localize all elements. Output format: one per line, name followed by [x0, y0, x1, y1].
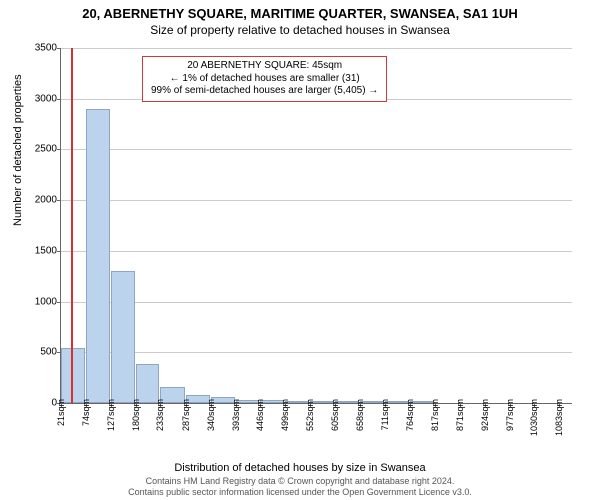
grid-line [61, 200, 572, 201]
xtick-label: 340sqm [206, 399, 216, 431]
xtick-label: 658sqm [355, 399, 365, 431]
legend-box: 20 ABERNETHY SQUARE: 45sqm ← 1% of detac… [142, 56, 387, 102]
xtick-label: 499sqm [280, 399, 290, 431]
x-axis-label: Distribution of detached houses by size … [0, 462, 600, 474]
ytick-label: 1000 [21, 296, 57, 307]
legend-line-1: 20 ABERNETHY SQUARE: 45sqm [151, 60, 378, 73]
ytick-label: 0 [21, 398, 57, 409]
histogram-bar [86, 109, 110, 403]
ytick-label: 1500 [21, 245, 57, 256]
xtick-label: 977sqm [505, 399, 515, 431]
xtick-label: 605sqm [330, 399, 340, 431]
ytick-label: 500 [21, 347, 57, 358]
xtick-label: 287sqm [181, 399, 191, 431]
ytick-mark [57, 48, 61, 49]
xtick-label: 711sqm [380, 399, 390, 430]
ytick-mark [57, 302, 61, 303]
ytick-label: 3500 [21, 43, 57, 54]
grid-line [61, 352, 572, 353]
xtick-label: 764sqm [405, 399, 415, 431]
xtick-label: 871sqm [455, 399, 465, 431]
grid-line [61, 302, 572, 303]
grid-line [61, 251, 572, 252]
ytick-mark [57, 99, 61, 100]
footer-line-1: Contains HM Land Registry data © Crown c… [0, 476, 600, 487]
histogram-bar [136, 364, 160, 403]
ytick-mark [57, 251, 61, 252]
grid-line [61, 48, 572, 49]
xtick-label: 1083sqm [554, 399, 564, 436]
page-title: 20, ABERNETHY SQUARE, MARITIME QUARTER, … [0, 6, 600, 21]
xtick-label: 446sqm [255, 399, 265, 431]
ytick-label: 3000 [21, 93, 57, 104]
grid-line [61, 149, 572, 150]
histogram-bar [111, 271, 135, 403]
footer: Contains HM Land Registry data © Crown c… [0, 476, 600, 499]
xtick-label: 393sqm [231, 399, 241, 431]
xtick-label: 180sqm [131, 399, 141, 431]
ytick-label: 2000 [21, 195, 57, 206]
xtick-label: 74sqm [81, 399, 91, 426]
marker-line [71, 48, 73, 403]
legend-line-2: ← 1% of detached houses are smaller (31) [151, 73, 378, 86]
xtick-label: 233sqm [155, 399, 165, 431]
legend-line-3: 99% of semi-detached houses are larger (… [151, 85, 378, 98]
footer-line-2: Contains public sector information licen… [0, 487, 600, 498]
xtick-label: 924sqm [480, 399, 490, 431]
xtick-label: 817sqm [430, 399, 440, 431]
xtick-label: 552sqm [305, 399, 315, 431]
ytick-label: 2500 [21, 144, 57, 155]
xtick-label: 127sqm [106, 399, 116, 431]
page-subtitle: Size of property relative to detached ho… [0, 23, 600, 37]
ytick-mark [57, 200, 61, 201]
xtick-label: 1030sqm [529, 399, 539, 436]
xtick-label: 21sqm [56, 399, 66, 426]
ytick-mark [57, 149, 61, 150]
